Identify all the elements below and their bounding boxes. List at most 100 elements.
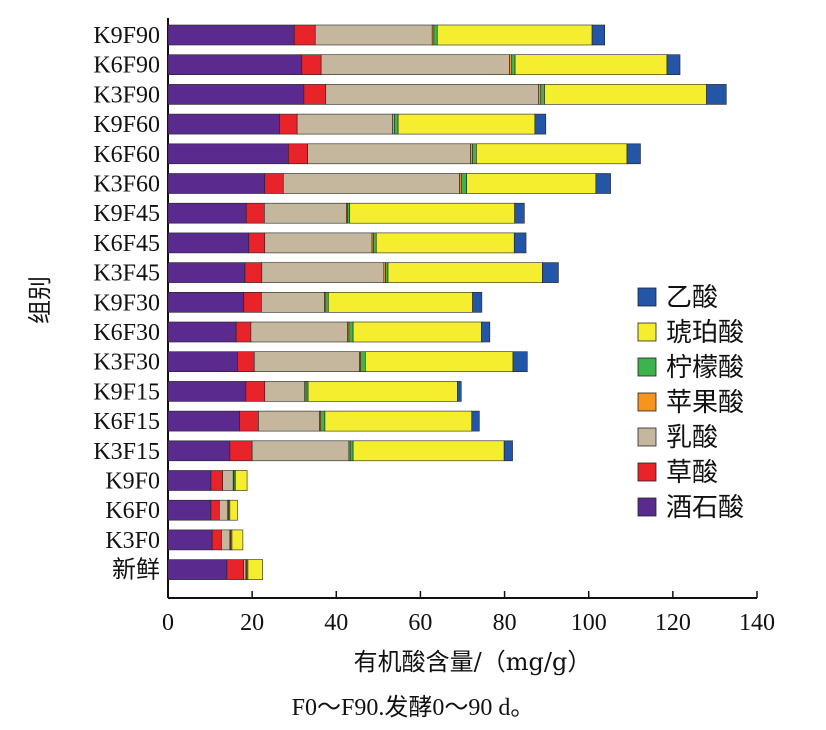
bar-segment (244, 262, 263, 283)
bar-segment (509, 54, 513, 76)
bar-segment (167, 410, 240, 432)
category-label: K6F30 (93, 320, 160, 346)
x-tick-label: 100 (571, 610, 607, 636)
bar-segment (279, 113, 298, 135)
x-tick-label: 140 (739, 610, 775, 636)
bar-segment (167, 202, 247, 224)
bar-segment (167, 559, 228, 580)
bar-segment (542, 262, 559, 283)
bar-segment (307, 143, 471, 165)
legend-swatch (637, 357, 657, 377)
bar-segment (301, 54, 322, 76)
bar-segment (314, 24, 433, 46)
bar-segment (167, 84, 305, 105)
bar-segment (347, 202, 351, 224)
bar-segment (457, 381, 462, 402)
legend-swatch (637, 287, 657, 307)
legend-swatch (637, 322, 657, 342)
legend-label: 苹果酸 (666, 388, 744, 418)
bar-segment (626, 143, 641, 165)
legend-swatch (637, 497, 657, 517)
category-label: 新鲜 (112, 557, 160, 584)
x-tick-label: 0 (162, 610, 174, 636)
bar-segment (481, 321, 491, 343)
bar-segment (375, 232, 515, 254)
bar-segment (167, 291, 245, 313)
bar-segment (167, 24, 295, 46)
category-label: K3F0 (105, 528, 160, 554)
bar-segment (211, 529, 222, 551)
bar-segment (303, 84, 327, 105)
bar-segment (288, 143, 308, 165)
legend-label: 草酸 (666, 458, 718, 488)
bar-segment (373, 232, 377, 254)
bar-segment (167, 232, 250, 254)
bar-segment (320, 410, 326, 432)
legend-label: 乳酸 (666, 423, 718, 453)
bar-segment (264, 381, 306, 402)
category-label: K3F30 (93, 350, 160, 376)
bar-segment (261, 262, 385, 283)
category-label: K6F0 (105, 498, 160, 524)
bar-segment (210, 499, 220, 521)
bar-segment (251, 440, 350, 462)
bar-segment (264, 202, 347, 224)
legend-label: 酒石酸 (666, 493, 744, 523)
category-label: K6F90 (93, 53, 160, 79)
category-label: K3F60 (93, 172, 160, 198)
category-label: K9F30 (93, 290, 160, 316)
bar-segment (237, 351, 255, 373)
x-tick-label: 80 (493, 610, 517, 636)
category-label: K6F15 (93, 409, 160, 435)
bar-segment (167, 113, 280, 135)
bar-segment (591, 24, 606, 46)
bar-segment (349, 202, 515, 224)
bar-segment (352, 440, 505, 462)
bar-segment (219, 499, 229, 521)
bar-segment (325, 84, 539, 105)
category-label: K9F0 (105, 469, 160, 495)
bar-segment (666, 54, 681, 76)
bar-segment (167, 173, 266, 194)
x-tick-label: 40 (324, 610, 348, 636)
bar-segment (210, 470, 223, 491)
bar-segment (476, 143, 628, 165)
bar-segment (394, 113, 399, 135)
bar-segment (229, 440, 253, 462)
bar-segment (239, 410, 259, 432)
category-label: K3F90 (93, 82, 160, 108)
bar-segment (167, 499, 212, 521)
category-label: K6F60 (93, 142, 160, 168)
bar-segment (305, 381, 309, 402)
category-label: K9F45 (93, 201, 160, 227)
bar-segment (348, 321, 354, 343)
bar-segment (235, 321, 252, 343)
bar-segment (264, 232, 373, 254)
bar-segment (282, 173, 460, 194)
legend-label: 琥珀酸 (666, 318, 744, 348)
bar-segment (433, 24, 438, 46)
bar-segment (250, 321, 348, 343)
legend-swatch (637, 462, 657, 482)
bar-segment (231, 529, 244, 551)
bar-segment (513, 232, 527, 254)
bar-segment (222, 470, 234, 491)
bar-segment (253, 351, 360, 373)
bar-segment (436, 24, 593, 46)
bar-segment (397, 113, 536, 135)
bar-segment (466, 173, 597, 194)
legend-swatch (637, 392, 657, 412)
category-label: K3F15 (93, 439, 160, 465)
bar-segment (472, 143, 477, 165)
category-label: K3F45 (93, 261, 160, 287)
bar-segment (167, 529, 213, 551)
bar-segment (514, 202, 525, 224)
bar-segment (167, 321, 237, 343)
bar-segment (293, 24, 316, 46)
category-label: K9F60 (93, 112, 160, 138)
x-tick-label: 20 (240, 610, 264, 636)
bar-segment (221, 529, 231, 551)
legend-label: 乙酸 (666, 283, 718, 313)
bar-segment (307, 381, 458, 402)
y-axis-title: 组别 (26, 276, 54, 324)
